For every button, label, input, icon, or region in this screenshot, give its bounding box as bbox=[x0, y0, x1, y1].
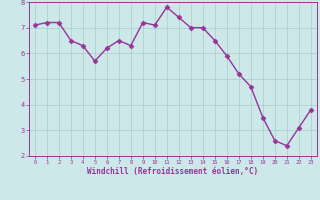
X-axis label: Windchill (Refroidissement éolien,°C): Windchill (Refroidissement éolien,°C) bbox=[87, 167, 258, 176]
